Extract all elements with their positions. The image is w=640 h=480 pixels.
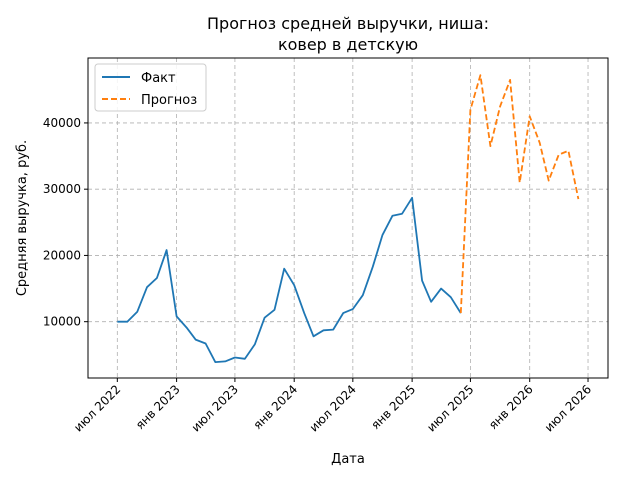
plot-frame — [87, 57, 609, 379]
grid — [88, 58, 608, 378]
y-tick-label: 20000 — [43, 248, 81, 262]
y-tick-label: 10000 — [43, 315, 81, 329]
legend-label-forecast: Прогноз — [141, 93, 197, 108]
y-axis-label: Средняя выручка, руб. — [15, 140, 30, 296]
y-tick-label: 30000 — [43, 182, 81, 196]
x-axis-label: Дата — [331, 452, 365, 467]
series-line-fact — [117, 196, 462, 364]
series-line-forecast — [459, 74, 580, 314]
chart-title-line-2: ковер в детскую — [278, 35, 418, 54]
series-lines — [117, 74, 580, 364]
y-tick-label: 40000 — [43, 116, 81, 130]
legend: Факт Прогноз — [94, 63, 207, 112]
y-axis-ticks: 10000 20000 30000 40000 — [43, 116, 88, 329]
legend-label-fact: Факт — [141, 71, 176, 86]
chart-title-line-1: Прогноз средней выручки, ниша: — [207, 14, 489, 33]
